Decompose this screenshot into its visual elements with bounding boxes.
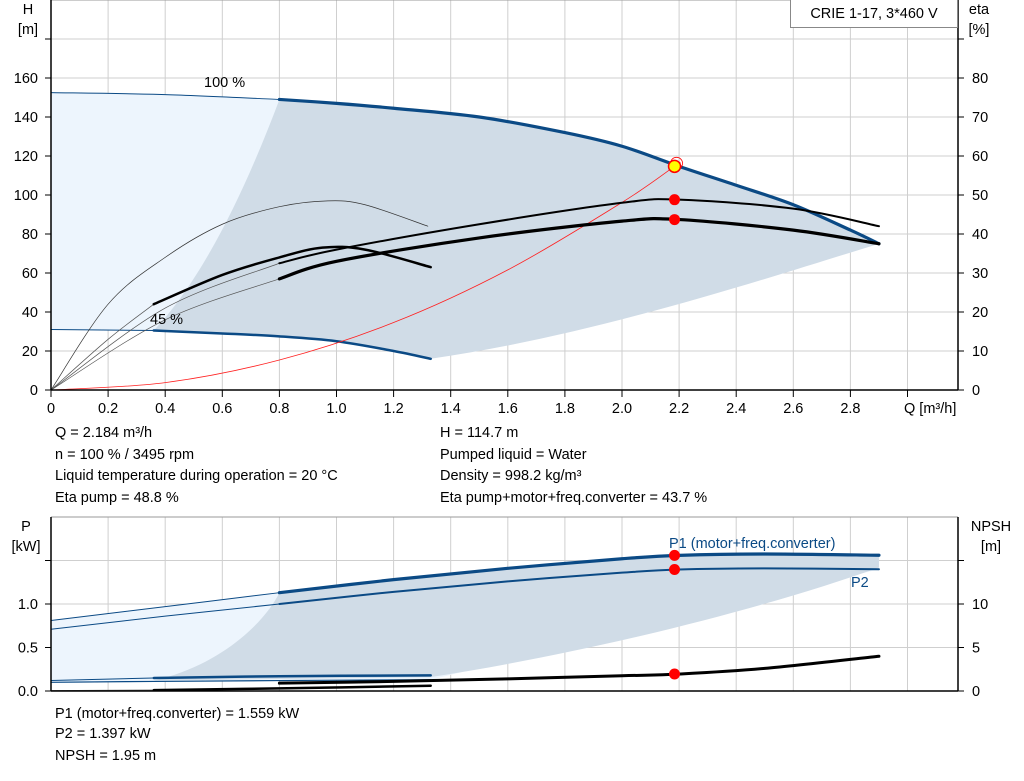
q-tick-label: 0.2 bbox=[98, 401, 118, 417]
q-tick-label: 1.4 bbox=[441, 401, 461, 417]
h-tick-label: 140 bbox=[14, 110, 38, 126]
eta-total-curve-45-thin bbox=[50, 303, 155, 391]
p1-curve-45 bbox=[152, 674, 432, 680]
q-tick-label: 2.8 bbox=[840, 401, 860, 417]
eta-pump-point bbox=[669, 194, 681, 206]
info-speed: n = 100 % / 3495 rpm bbox=[55, 447, 195, 463]
npsh-point bbox=[669, 668, 681, 680]
p2-curve bbox=[278, 567, 880, 605]
info-liquid-temperature: Liquid temperature during operation = 20… bbox=[55, 468, 338, 484]
q-tick-label: 2.0 bbox=[612, 401, 632, 417]
operating-range-area-power bbox=[153, 553, 879, 681]
q-tick-label: 1.6 bbox=[498, 401, 518, 417]
q-label-bg bbox=[900, 397, 952, 417]
q-tick-label: 0 bbox=[47, 401, 55, 417]
npsh-curve bbox=[277, 654, 881, 685]
speed-label-45: 45 % bbox=[150, 312, 183, 328]
speed-label-100: 100 % bbox=[204, 75, 245, 91]
q-tick-label: 0.6 bbox=[212, 401, 232, 417]
info-pumped-liquid: Pumped liquid = Water bbox=[440, 447, 587, 463]
q-tick-label: 0.8 bbox=[269, 401, 289, 417]
eta-axis-unit: [%] bbox=[969, 22, 990, 38]
h-axis-unit: [m] bbox=[18, 22, 38, 38]
h-tick-label: 40 bbox=[22, 305, 38, 321]
eta-tick-label: 40 bbox=[972, 227, 988, 243]
head-curve-100-thin bbox=[50, 92, 280, 100]
p1-point bbox=[669, 549, 681, 561]
duty-point bbox=[667, 159, 682, 174]
q-tick-label: 2.4 bbox=[726, 401, 746, 417]
npsh-curve-45 bbox=[152, 684, 432, 692]
p1-series-label: P1 (motor+freq.converter) bbox=[669, 536, 835, 552]
q-tick-label: 1.0 bbox=[326, 401, 346, 417]
eta-tick-label: 30 bbox=[972, 266, 988, 282]
h-tick-label: 100 bbox=[14, 188, 38, 204]
info-npsh: NPSH = 1.95 m bbox=[55, 748, 157, 764]
npsh-tick-label: 10 bbox=[972, 597, 988, 613]
eta-tick-label: 10 bbox=[972, 344, 988, 360]
pump-model-legend: CRIE 1-17, 3*460 V bbox=[790, 0, 958, 28]
info-head: H = 114.7 m bbox=[440, 425, 519, 441]
npsh-axis-unit: [m] bbox=[981, 539, 1001, 555]
p2-series-label: P2 bbox=[851, 575, 869, 591]
h-tick-label: 20 bbox=[22, 344, 38, 360]
q-tick-label: 1.2 bbox=[384, 401, 404, 417]
p2-curve-thin bbox=[50, 603, 280, 630]
system-curve bbox=[50, 162, 681, 391]
p-tick-label: 0.5 bbox=[18, 641, 38, 657]
info-p2: P2 = 1.397 kW bbox=[55, 726, 151, 742]
eta-tick-label: 80 bbox=[972, 71, 988, 87]
h-tick-label: 80 bbox=[22, 227, 38, 243]
eta-total-curve-thin bbox=[50, 278, 280, 391]
h-tick-label: 0 bbox=[30, 383, 38, 399]
info-density: Density = 998.2 kg/m³ bbox=[440, 468, 582, 484]
info-eta-pump: Eta pump = 48.8 % bbox=[55, 490, 179, 506]
eta-total-curve-45 bbox=[152, 245, 432, 306]
eta-pump-curve-thin bbox=[50, 262, 280, 391]
h-tick-label: 120 bbox=[14, 149, 38, 165]
p2-point bbox=[669, 563, 681, 575]
p1-curve bbox=[277, 552, 881, 595]
npsh-axis-label: NPSH bbox=[971, 519, 1011, 535]
eta-pump-curve-45 bbox=[50, 200, 429, 391]
q-tick-label: 2.6 bbox=[783, 401, 803, 417]
p1-curve-thin bbox=[50, 592, 280, 622]
h-tick-label: 60 bbox=[22, 266, 38, 282]
info-p1: P1 (motor+freq.converter) = 1.559 kW bbox=[55, 706, 300, 722]
head-curve-45 bbox=[152, 329, 432, 361]
eta-tick-label: 20 bbox=[972, 305, 988, 321]
p-tick-label: 0.0 bbox=[18, 684, 38, 700]
eta-tick-label: 70 bbox=[972, 110, 988, 126]
eta-tick-label: 60 bbox=[972, 149, 988, 165]
p-axis-unit: [kW] bbox=[12, 539, 41, 555]
p-axis-label: P bbox=[21, 519, 31, 535]
eta-total-curve bbox=[277, 216, 881, 281]
q-tick-label: 0.4 bbox=[155, 401, 175, 417]
p1-curve-45-thin bbox=[50, 677, 155, 682]
eta-total-point bbox=[669, 214, 681, 226]
q-tick-label: 1.8 bbox=[555, 401, 575, 417]
h-tick-label: 160 bbox=[14, 71, 38, 87]
info-flow: Q = 2.184 m³/h bbox=[55, 425, 153, 441]
npsh-tick-label: 5 bbox=[972, 641, 980, 657]
q-axis-label: Q [m³/h] bbox=[904, 401, 956, 417]
p-tick-label: 1.0 bbox=[18, 597, 38, 613]
eta-tick-label: 50 bbox=[972, 188, 988, 204]
eta-tick-label: 0 bbox=[972, 383, 980, 399]
eta-axis-label: eta bbox=[969, 2, 990, 18]
head-curve-45-thin bbox=[50, 329, 155, 332]
q-tick-label: 2.2 bbox=[669, 401, 689, 417]
h-axis-label: H bbox=[23, 2, 33, 18]
p2-curve-45 bbox=[50, 679, 432, 683]
info-eta-total: Eta pump+motor+freq.converter = 43.7 % bbox=[440, 490, 708, 506]
operating-range-area bbox=[153, 99, 879, 359]
npsh-tick-label: 0 bbox=[972, 684, 980, 700]
